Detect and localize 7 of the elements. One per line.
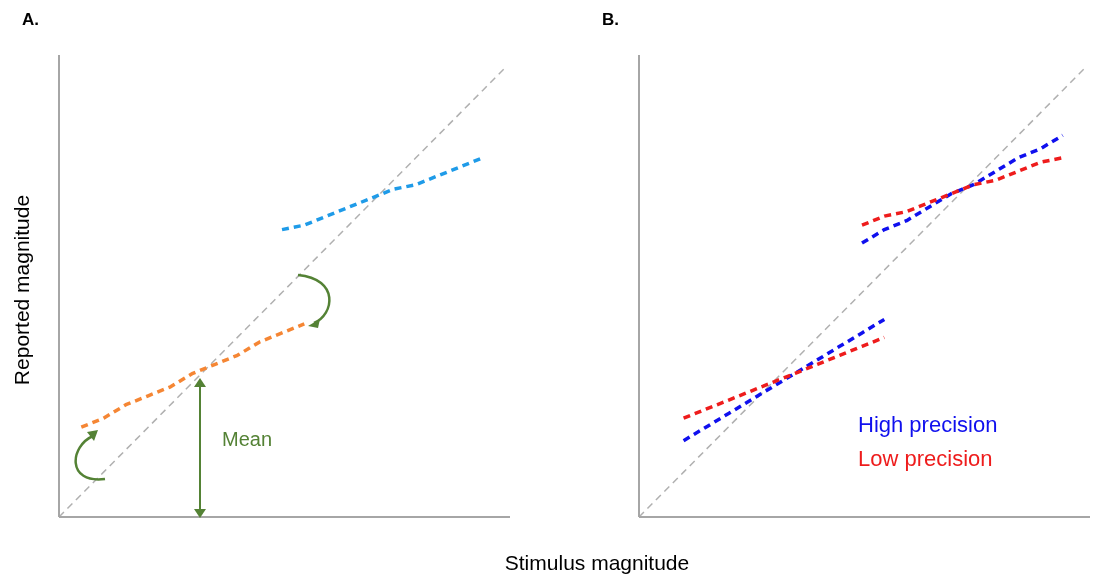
- x-axis-title: Stimulus magnitude: [504, 551, 690, 575]
- annotation: Mean: [222, 428, 273, 451]
- y-axis-title: Reported magnitude: [10, 194, 34, 386]
- text: High precision: [858, 411, 998, 439]
- chart-title: A.: [22, 10, 39, 30]
- chart-title: B.: [602, 10, 619, 30]
- text: Low precision: [858, 445, 994, 473]
